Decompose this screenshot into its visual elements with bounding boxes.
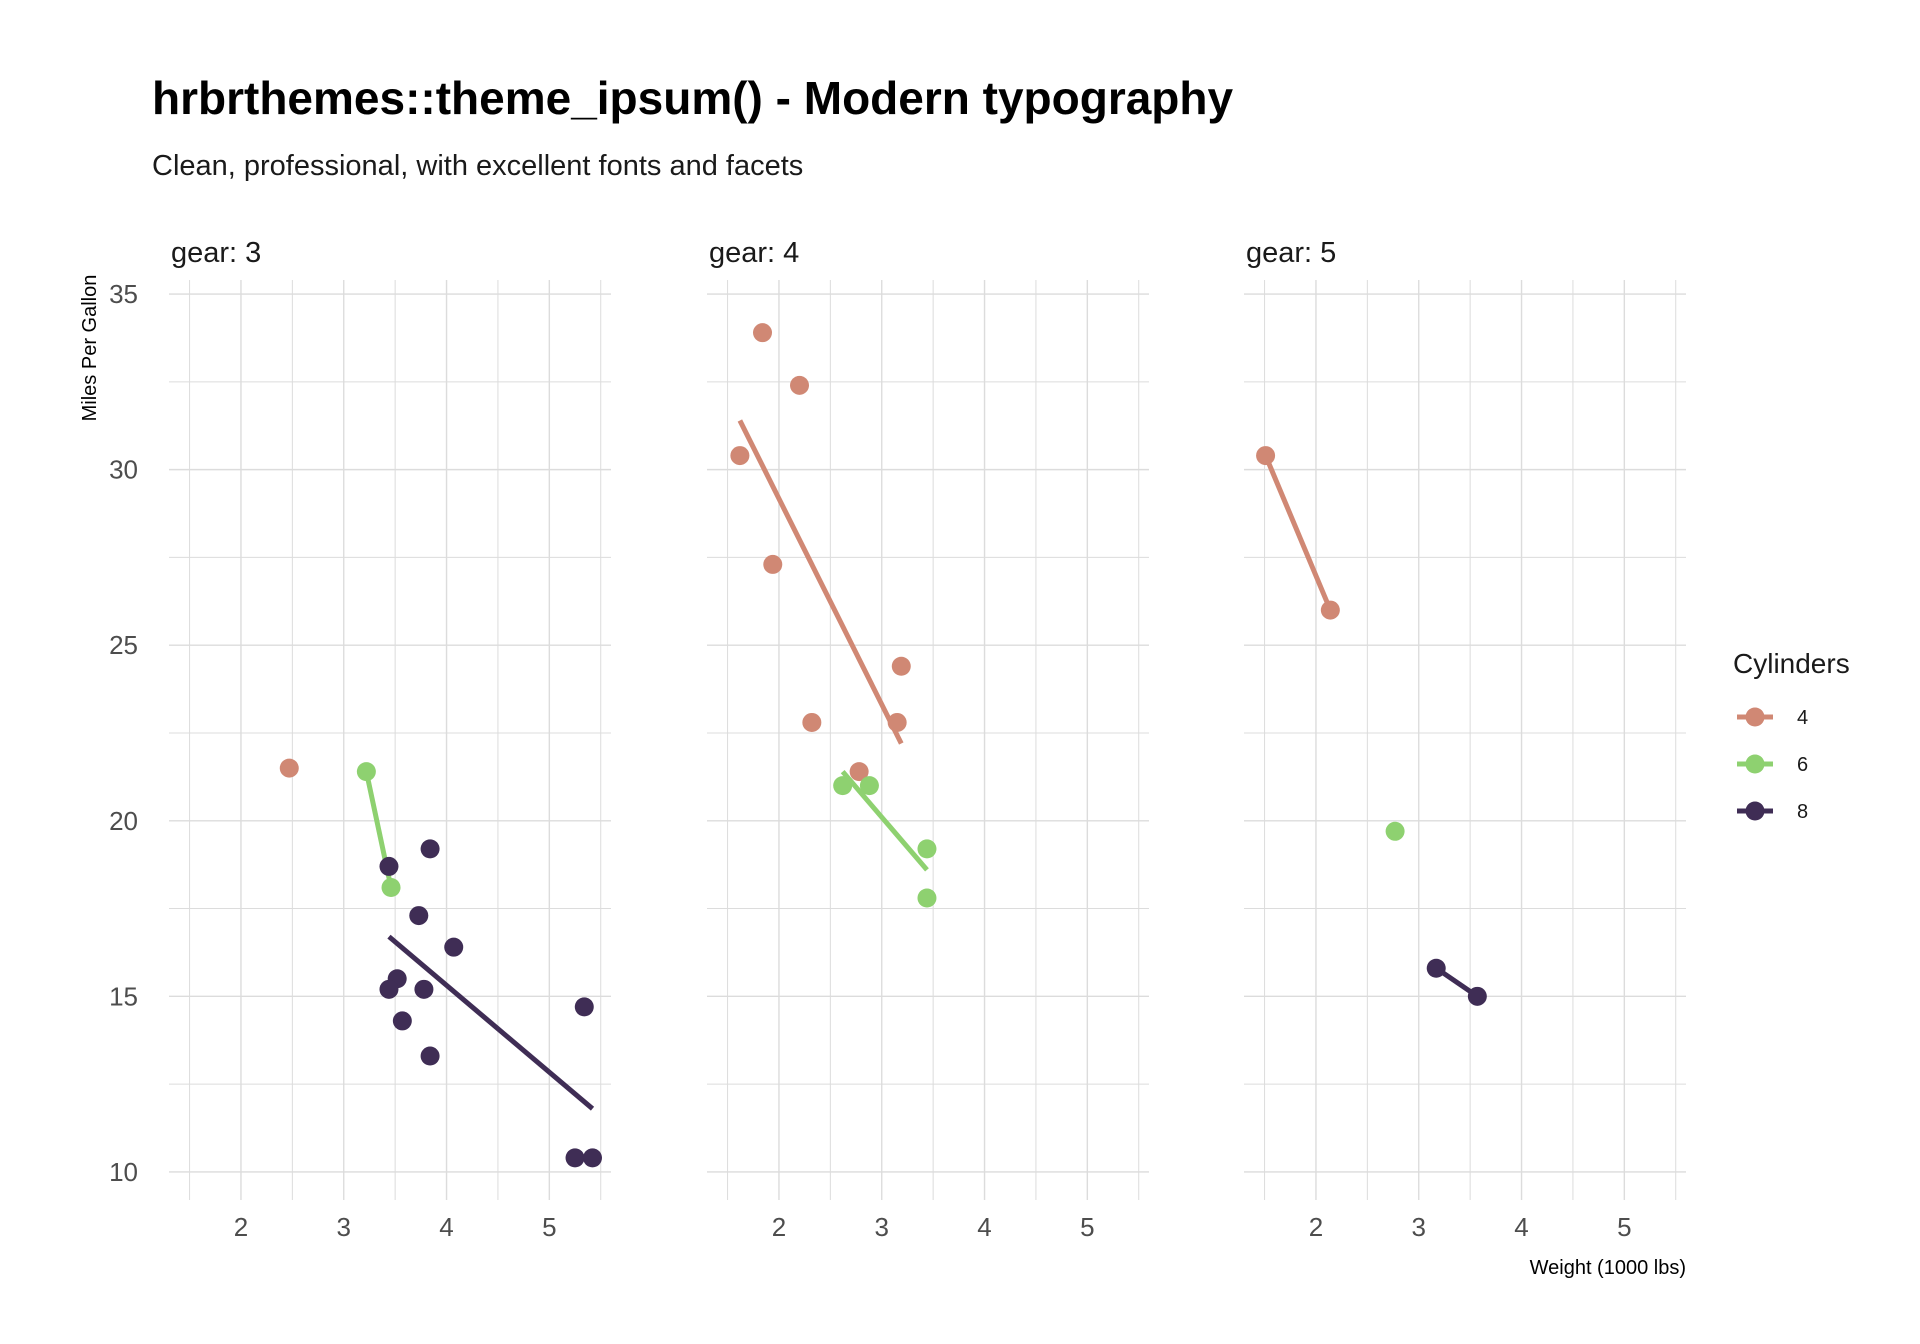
x-tick-label: 4 bbox=[977, 1212, 991, 1242]
y-tick-label: 10 bbox=[109, 1157, 138, 1187]
data-point bbox=[414, 979, 434, 999]
data-point bbox=[1385, 821, 1405, 841]
facet-panel: gear: 3 2 3 4 5 10 15 20 25 30 35 bbox=[109, 237, 611, 1242]
x-tick-label: 5 bbox=[1080, 1212, 1094, 1242]
x-tick-label: 5 bbox=[542, 1212, 556, 1242]
data-point bbox=[379, 856, 399, 876]
legend-key-point bbox=[1745, 707, 1765, 727]
data-point bbox=[420, 1046, 440, 1066]
data-point bbox=[1320, 600, 1340, 620]
fit-line bbox=[840, 769, 929, 872]
x-tick-label: 5 bbox=[1617, 1212, 1631, 1242]
x-tick-label: 2 bbox=[234, 1212, 248, 1242]
data-point bbox=[753, 323, 773, 343]
facet-strip-label: gear: 4 bbox=[709, 237, 799, 269]
y-tick-label: 20 bbox=[109, 806, 138, 836]
data-point bbox=[1256, 446, 1276, 466]
data-point bbox=[279, 758, 299, 778]
legend-label: 8 bbox=[1797, 801, 1808, 823]
data-point bbox=[802, 712, 822, 732]
y-tick-label: 30 bbox=[109, 455, 138, 485]
data-point bbox=[891, 656, 911, 676]
legend-key-point bbox=[1745, 754, 1765, 774]
data-point bbox=[1467, 986, 1487, 1006]
facet-panel: gear: 4 2 3 4 5 bbox=[707, 237, 1149, 1242]
data-point bbox=[917, 839, 937, 859]
data-point bbox=[574, 997, 594, 1017]
data-point bbox=[833, 776, 853, 796]
legend-label: 6 bbox=[1797, 754, 1808, 776]
fit-line bbox=[737, 419, 904, 745]
x-tick-label: 3 bbox=[875, 1212, 889, 1242]
data-point bbox=[420, 839, 440, 859]
data-point bbox=[444, 937, 464, 957]
facet-strip-label: gear: 5 bbox=[1246, 237, 1336, 269]
data-point bbox=[356, 762, 376, 782]
data-point bbox=[379, 979, 399, 999]
legend-label: 4 bbox=[1797, 707, 1808, 729]
legend-key-point bbox=[1745, 801, 1765, 821]
data-point bbox=[730, 446, 750, 466]
chart-title: hrbrthemes::theme_ipsum() - Modern typog… bbox=[152, 72, 1234, 124]
data-point bbox=[763, 554, 783, 574]
x-tick-label: 2 bbox=[1309, 1212, 1323, 1242]
legend-title: Cylinders bbox=[1733, 648, 1850, 679]
fit-line bbox=[387, 934, 595, 1111]
data-point bbox=[381, 877, 401, 897]
y-tick-label: 15 bbox=[109, 981, 138, 1011]
y-axis-title: Miles Per Gallon bbox=[79, 275, 101, 422]
data-point bbox=[409, 906, 429, 926]
data-point bbox=[887, 712, 907, 732]
facet-strip-label: gear: 3 bbox=[171, 237, 261, 269]
x-tick-label: 2 bbox=[772, 1212, 786, 1242]
data-point bbox=[565, 1148, 585, 1168]
x-tick-label: 3 bbox=[1412, 1212, 1426, 1242]
data-point bbox=[849, 762, 869, 782]
chart-subtitle: Clean, professional, with excellent font… bbox=[152, 150, 803, 182]
data-point bbox=[582, 1148, 602, 1168]
y-tick-label: 25 bbox=[109, 630, 138, 660]
x-tick-label: 3 bbox=[337, 1212, 351, 1242]
data-point bbox=[790, 375, 810, 395]
x-tick-label: 4 bbox=[1514, 1212, 1528, 1242]
data-point bbox=[859, 776, 879, 796]
x-axis-title: Weight (1000 lbs) bbox=[1530, 1257, 1686, 1279]
fit-line bbox=[1263, 454, 1333, 612]
data-point bbox=[392, 1011, 412, 1031]
y-tick-label: 35 bbox=[109, 279, 138, 309]
data-point bbox=[917, 888, 937, 908]
x-tick-label: 4 bbox=[439, 1212, 453, 1242]
facet-panel: gear: 5 2 3 4 5 bbox=[1244, 237, 1686, 1242]
legend: Cylinders 4 6 8 bbox=[1733, 648, 1850, 823]
data-point bbox=[1426, 958, 1446, 978]
